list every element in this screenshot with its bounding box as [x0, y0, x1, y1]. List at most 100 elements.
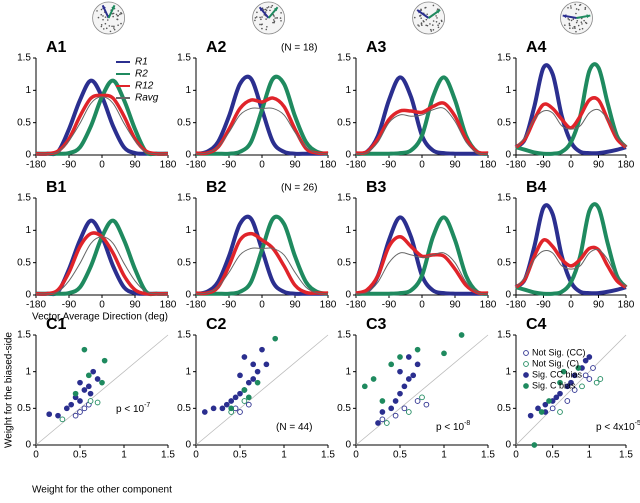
stimulus-dot [102, 15, 104, 17]
x-tick-label: 1 [587, 450, 593, 461]
x-tick-label: -180 [346, 160, 366, 171]
stimulus-dot [426, 13, 428, 16]
stimulus-dot [120, 12, 123, 15]
scatter-point [410, 372, 417, 379]
x-tick-label: 90 [593, 300, 605, 311]
scatter-point [85, 372, 92, 379]
scatter-point [63, 405, 70, 412]
scatter-point [228, 405, 235, 412]
y-tick-label: 0 [345, 440, 351, 451]
y-tick-label: 1 [185, 85, 191, 96]
y-tick-label: 1.5 [17, 330, 31, 341]
stimulus-dot [106, 19, 109, 21]
arrow-head [436, 9, 441, 14]
x-tick-label: 90 [289, 300, 301, 311]
stimulus-dot [279, 17, 282, 19]
scatter-point [586, 354, 593, 360]
scatter-point [237, 409, 243, 415]
stimulus-dot [435, 20, 438, 23]
x-tick-label: 180 [480, 300, 497, 311]
scatter-point [397, 368, 403, 375]
scatter-point [388, 405, 395, 412]
stimulus-dot [113, 25, 115, 28]
tuning-curve [195, 74, 329, 156]
stimulus-dot [102, 28, 105, 30]
stimulus-dot [111, 12, 114, 15]
scatter-point [99, 379, 105, 386]
scatter-point [392, 412, 399, 419]
scatter-point [361, 383, 368, 390]
scatter-point [241, 354, 248, 360]
stimulus-dot [426, 24, 429, 27]
panel-note: (N = 18) [281, 43, 317, 54]
stimulus-dot [432, 20, 435, 22]
stimulus-dot [432, 4, 435, 7]
tuning-curve [35, 231, 168, 296]
stimulus-dot [264, 11, 267, 13]
stimulus-dot [97, 16, 100, 19]
scatter-point [414, 398, 421, 404]
x-tick-label: -180 [186, 160, 206, 171]
stimulus-dot [113, 28, 116, 31]
x-tick-label: 90 [449, 160, 461, 171]
tuning-curve [355, 101, 489, 155]
scatter-point [90, 368, 97, 375]
scatter-point [250, 361, 257, 368]
stimulus-dot [265, 18, 267, 20]
legend-label: Not Sig. (C) [532, 358, 579, 368]
stimulus-dot [429, 23, 431, 25]
scatter-point [55, 412, 61, 419]
arrow-head [259, 7, 264, 12]
x-tick-label: -90 [382, 300, 397, 311]
scatter-point [259, 346, 265, 353]
y-tick-label: 0 [25, 290, 31, 301]
y-tick-label: 1 [505, 366, 511, 377]
scatter-point [575, 365, 582, 371]
scatter-point [560, 368, 567, 375]
stimulus-dot [100, 8, 103, 11]
stimulus-dot [265, 9, 268, 12]
stimulus-dot [579, 3, 582, 6]
stimulus-dot [272, 19, 275, 21]
stimulus-dot [271, 4, 274, 7]
stimulus-dot [112, 12, 115, 15]
scatter-point [568, 379, 574, 386]
legend-label: Not Sig. (CC) [532, 347, 586, 357]
y-tick-label: 1 [505, 225, 511, 236]
stimulus-dot [569, 27, 571, 30]
scatter-point [379, 398, 386, 404]
scatter-point [419, 394, 425, 401]
legend-swatch [523, 361, 529, 367]
stimulus-dot [569, 24, 571, 27]
stimulus-dot [440, 20, 443, 23]
scatter-point [441, 350, 447, 357]
x-tick-label: 0 [568, 300, 574, 311]
arrow-head [102, 5, 106, 10]
stimulus-dot [567, 6, 569, 9]
tuning-curve [35, 78, 169, 157]
tuning-curve [35, 93, 169, 156]
stimulus-dot [570, 7, 572, 9]
stimulus-dot [105, 27, 108, 30]
panel-label: B4 [526, 179, 547, 196]
y-tick-label: 1 [25, 85, 31, 96]
panel-label: A4 [526, 39, 547, 56]
scatter-point [68, 401, 75, 408]
arrow-head [562, 14, 567, 19]
y-axis-label: Weight for the biased-side [4, 332, 15, 448]
annotation: p < 10-8 [436, 420, 470, 433]
scatter-point [228, 398, 235, 404]
x-tick-label: 1.5 [321, 450, 335, 461]
x-tick-label: 180 [320, 160, 337, 171]
y-tick-label: 0 [185, 150, 191, 161]
y-tick-label: 0 [185, 440, 191, 451]
stimulus-dot [578, 28, 581, 31]
x-tick-label: 180 [160, 160, 177, 171]
scatter-point [81, 346, 88, 353]
scatter-point [77, 379, 83, 386]
tuning-curve [355, 235, 489, 295]
scatter-point [571, 372, 578, 379]
x-tick-label: 90 [593, 160, 605, 171]
stimulus-dot [100, 24, 103, 26]
